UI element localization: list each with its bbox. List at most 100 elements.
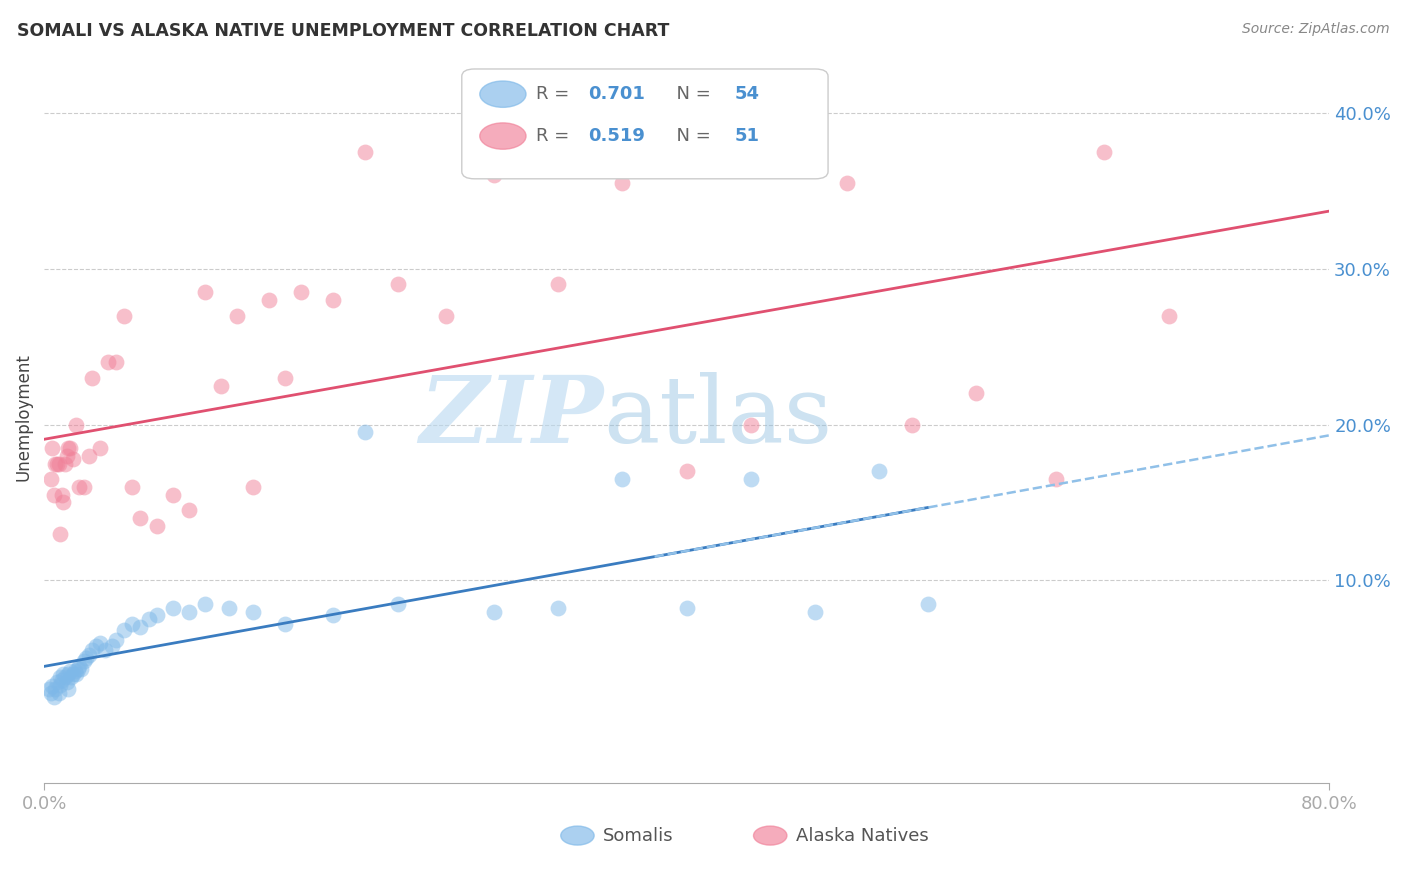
Point: [77, 449, 100, 463]
Point: [209, 378, 232, 392]
Point: [162, 601, 184, 615]
Point: [837, 176, 859, 190]
Text: 54: 54: [734, 85, 759, 103]
Point: [42, 690, 65, 705]
Text: Alaska Natives: Alaska Natives: [796, 827, 929, 845]
Point: [75, 651, 97, 665]
Point: [114, 624, 136, 638]
Text: Source: ZipAtlas.com: Source: ZipAtlas.com: [1241, 22, 1389, 37]
Text: 0.519: 0.519: [588, 127, 644, 145]
Point: [387, 597, 409, 611]
Point: [129, 620, 152, 634]
Point: [73, 654, 96, 668]
Point: [44, 457, 66, 471]
Point: [49, 670, 72, 684]
Point: [354, 145, 377, 159]
Point: [129, 511, 152, 525]
Point: [69, 659, 91, 673]
Point: [242, 480, 264, 494]
Point: [44, 682, 66, 697]
Point: [58, 666, 80, 681]
Point: [51, 488, 73, 502]
Point: [145, 607, 167, 622]
Point: [53, 670, 76, 684]
FancyBboxPatch shape: [461, 69, 828, 178]
Point: [274, 371, 297, 385]
Point: [94, 643, 117, 657]
Point: [38, 682, 60, 697]
Circle shape: [479, 81, 526, 107]
Point: [121, 617, 143, 632]
Point: [547, 601, 569, 615]
Point: [242, 605, 264, 619]
Point: [55, 674, 77, 689]
Text: ZIP: ZIP: [419, 372, 603, 462]
Point: [290, 285, 312, 300]
Point: [917, 597, 939, 611]
Point: [675, 601, 697, 615]
Point: [84, 639, 107, 653]
Text: R =: R =: [536, 85, 575, 103]
Point: [482, 169, 505, 183]
Point: [322, 293, 344, 307]
Point: [900, 417, 922, 432]
Point: [89, 635, 111, 649]
Point: [58, 682, 80, 697]
Point: [162, 488, 184, 502]
Point: [145, 518, 167, 533]
Point: [48, 457, 70, 471]
Point: [612, 472, 634, 486]
Point: [65, 666, 87, 681]
Point: [60, 670, 83, 684]
Point: [48, 685, 70, 699]
Point: [51, 673, 73, 687]
Point: [434, 309, 457, 323]
Point: [225, 309, 247, 323]
Text: SOMALI VS ALASKA NATIVE UNEMPLOYMENT CORRELATION CHART: SOMALI VS ALASKA NATIVE UNEMPLOYMENT COR…: [17, 22, 669, 40]
Point: [52, 666, 75, 681]
Point: [218, 601, 240, 615]
Point: [787, 129, 810, 144]
Point: [194, 285, 217, 300]
Point: [55, 449, 77, 463]
Circle shape: [561, 826, 595, 845]
Point: [42, 488, 65, 502]
Point: [138, 612, 160, 626]
Point: [52, 495, 75, 509]
Point: [354, 425, 377, 440]
Point: [547, 277, 569, 292]
Point: [53, 457, 76, 471]
Point: [105, 632, 128, 647]
Point: [59, 664, 82, 678]
Point: [82, 371, 104, 385]
Point: [89, 441, 111, 455]
Point: [177, 605, 200, 619]
Circle shape: [479, 123, 526, 149]
Point: [194, 597, 217, 611]
Text: N =: N =: [665, 127, 716, 145]
Point: [387, 277, 409, 292]
Text: 51: 51: [734, 127, 759, 145]
Point: [612, 176, 634, 190]
Y-axis label: Unemployment: Unemployment: [15, 353, 32, 481]
Point: [49, 678, 72, 692]
Point: [62, 451, 84, 466]
Point: [77, 648, 100, 662]
Point: [105, 355, 128, 369]
Point: [49, 526, 72, 541]
Point: [804, 605, 827, 619]
Point: [1045, 472, 1067, 486]
Point: [1157, 309, 1180, 323]
Point: [41, 679, 63, 693]
Circle shape: [754, 826, 787, 845]
Point: [177, 503, 200, 517]
Point: [73, 480, 96, 494]
Point: [63, 664, 86, 678]
Point: [70, 662, 93, 676]
Text: R =: R =: [536, 127, 575, 145]
Point: [97, 355, 120, 369]
Point: [114, 309, 136, 323]
Point: [740, 472, 762, 486]
Text: N =: N =: [665, 85, 716, 103]
Point: [869, 464, 891, 478]
